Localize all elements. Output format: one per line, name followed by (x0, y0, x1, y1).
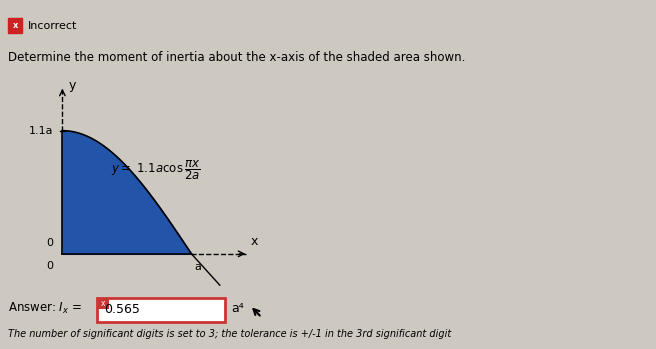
Text: $y=\ 1.1a\cos\dfrac{\pi x}{2a}$: $y=\ 1.1a\cos\dfrac{\pi x}{2a}$ (112, 158, 201, 182)
Text: 1.1a: 1.1a (29, 126, 53, 136)
Text: Incorrect: Incorrect (28, 21, 77, 31)
Text: 0: 0 (47, 238, 53, 248)
Text: Determine the moment of inertia about the x-axis of the shaded area shown.: Determine the moment of inertia about th… (8, 51, 465, 64)
Bar (97, 298, 225, 322)
Bar (8, 18, 22, 33)
Text: Answer: $I_x$ =: Answer: $I_x$ = (8, 301, 82, 317)
Text: x: x (12, 21, 18, 30)
Bar (97, 298, 109, 309)
Text: a: a (194, 262, 201, 272)
Text: 0.565: 0.565 (104, 303, 140, 317)
Text: a⁴: a⁴ (232, 302, 244, 315)
Text: y: y (69, 79, 76, 92)
Text: x: x (101, 299, 105, 308)
Text: The number of significant digits is set to 3; the tolerance is +/-1 in the 3rd s: The number of significant digits is set … (8, 328, 451, 339)
Text: x: x (251, 235, 258, 248)
Text: 0: 0 (47, 261, 53, 270)
